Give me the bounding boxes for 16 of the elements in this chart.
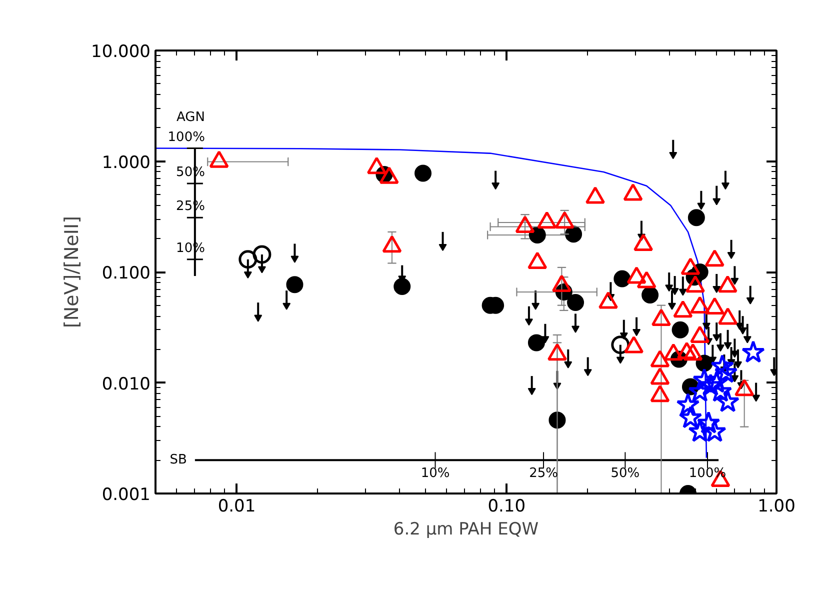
- x-axis-title: 6.2 μm PAH EQW: [393, 520, 539, 540]
- y-tick-label: 0.010: [102, 374, 151, 394]
- y-tick-label: 0.001: [102, 485, 151, 505]
- annotation: 10%: [420, 466, 450, 482]
- annotation: 50%: [610, 466, 640, 482]
- y-tick-label: 1.000: [102, 152, 151, 173]
- annotation: AGN: [176, 110, 205, 125]
- x-tick-label: 1.00: [758, 496, 796, 516]
- x-tick-label: 0.01: [218, 496, 256, 516]
- y-tick-label: 10.000: [91, 42, 150, 62]
- annotation: SB: [170, 452, 187, 468]
- annotation: 25%: [529, 466, 558, 482]
- annotation: 100%: [168, 130, 205, 145]
- x-tick-label: 0.10: [488, 496, 526, 516]
- y-axis-title: [NeV]/[NeII]: [61, 216, 84, 328]
- y-tick-label: 0.100: [102, 264, 151, 284]
